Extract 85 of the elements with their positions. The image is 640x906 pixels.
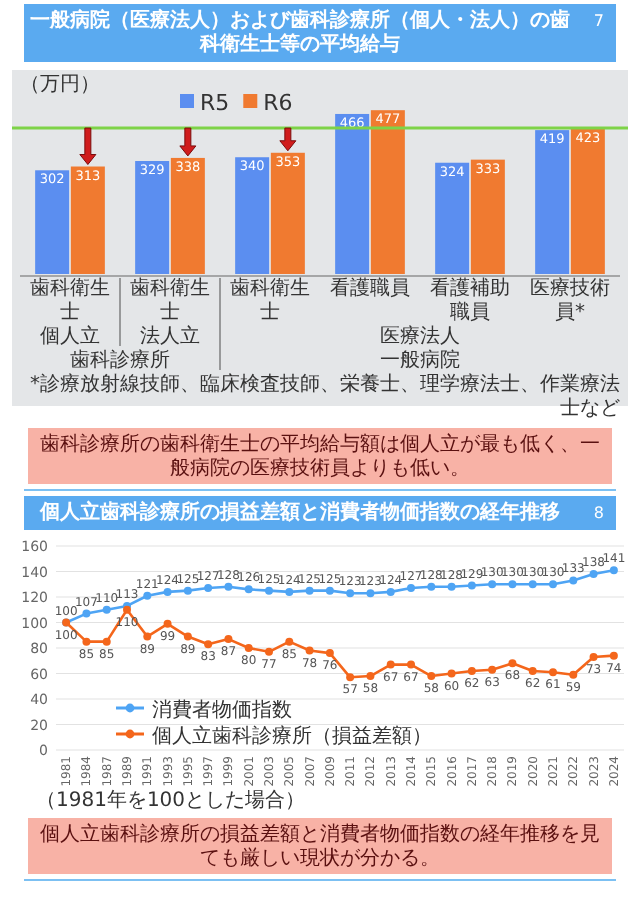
point [244,644,253,652]
legend-label: R6 [263,90,293,116]
point [305,646,314,655]
bar [570,128,605,274]
point [102,637,111,646]
text: *診療放射線技師、臨床検査技師、栄養士、理学療法士、作業療法士など [30,372,620,420]
point [589,570,598,579]
point [407,660,415,669]
bar [435,162,470,274]
point [204,640,213,649]
bar [135,161,170,274]
point [386,587,395,596]
text: 個人立歯科診療所の損益差額と消費者物価指数の経年推移を見ても厳しい現状が分かる。 [40,822,600,870]
point [346,589,355,598]
point [102,605,111,614]
point [609,651,618,660]
point [467,666,476,675]
point [528,666,537,675]
y-axis-title: （万円） [20,74,100,96]
point [589,652,598,661]
text: 医療法人 [380,324,460,348]
x-tick-label: 歯科衛生士 [230,276,310,324]
bar [370,110,405,274]
x-tick-label: 歯科衛生士 [30,276,110,324]
text: 個人立 [40,324,100,348]
point [163,587,172,596]
legend-label: R5 [200,90,230,116]
point [427,582,436,591]
point [366,672,375,681]
point [549,580,557,589]
legend-label: 個人立歯科診療所（損益差額） [152,724,432,748]
point [488,580,497,589]
bar [335,113,370,274]
text: 歯科診療所 [70,348,170,372]
x-tick-label: 医療技術員* [530,276,610,324]
point [528,580,537,589]
point [204,584,213,593]
point [265,647,273,656]
point [447,582,456,591]
point [508,659,517,668]
chart-title: 個人立歯科診療所の損益差額と消費者物価指数の経年推移 [38,500,560,524]
x-tick-label: 歯科衛生士 [130,276,210,324]
point [467,581,476,590]
x-tick-label: 看護職員 [330,276,410,300]
point [305,586,314,595]
point [386,660,395,669]
point [224,635,233,644]
point [569,670,578,679]
bar [470,159,505,274]
text: 8 [593,504,604,522]
point [183,586,192,595]
point [488,665,497,674]
bar [235,157,270,274]
bar [35,170,70,274]
text: 一般病院 [380,348,460,372]
point [325,649,334,658]
point [447,669,456,678]
point [224,582,233,591]
point [265,586,273,595]
point [508,580,517,589]
point [183,632,192,641]
point [569,576,578,585]
text: 7 [593,12,604,30]
point [366,589,375,598]
point [163,619,172,628]
point [346,673,355,682]
text: 法人立 [140,324,200,348]
point [325,586,334,595]
text: 歯科診療所の歯科衛生士の平均給与額は個人立が最も低く、一般病院の医療技術員よりも低い。 [40,432,600,480]
point [407,584,415,593]
point [427,672,436,681]
point [143,632,152,641]
text: （1981年を100とした場合） [36,788,306,812]
point [82,609,91,618]
point [285,587,294,596]
chart-title: 一般病院（医療法人）および歯科診療所（個人・法人）の歯科衛生士等の平均給与 [30,8,570,56]
point [549,668,557,677]
bar [535,130,570,274]
legend-label: 消費者物価指数 [152,698,292,722]
point [244,585,253,594]
point [285,637,294,646]
x-tick-label: 看護補助職員 [430,276,510,324]
point [82,637,91,646]
point [609,566,618,575]
point [143,591,152,600]
